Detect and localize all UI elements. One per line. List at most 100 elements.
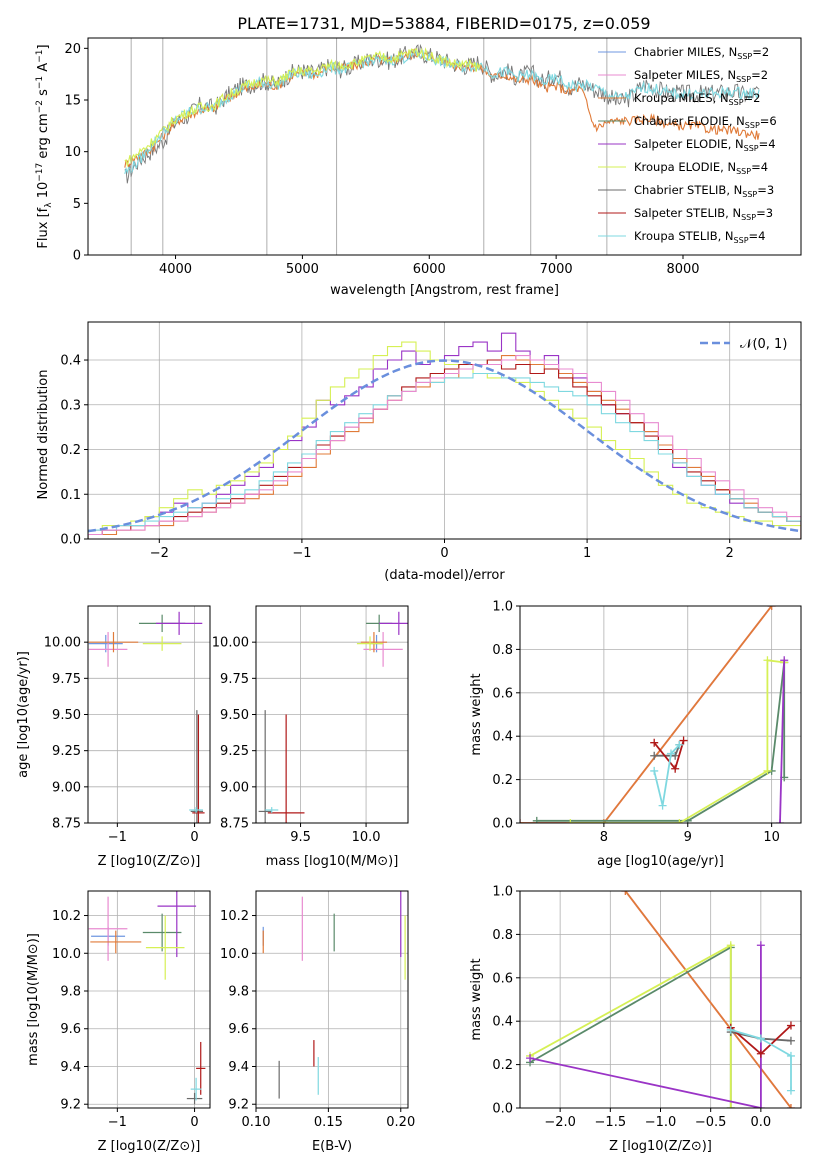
y-tick-label: 9.2 <box>60 1098 81 1113</box>
figure-title: PLATE=1731, MJD=53884, FIBERID=0175, z=0… <box>237 14 650 33</box>
legend-entry-text: Chabrier STELIB, N <box>634 183 742 197</box>
legend-entry: Chabrier MILES, NSSP=2 <box>634 45 769 61</box>
y-tick-label: 10.2 <box>52 909 81 924</box>
legend-entry-suffix: =3 <box>756 206 773 220</box>
y-tick-label: 0.6 <box>492 971 513 986</box>
legend-entry-sub: SSP <box>744 144 759 153</box>
weight-marker-chabrier-stelib <box>650 751 659 760</box>
y-axis-label: mass weight <box>469 673 484 755</box>
x-tick-label: 6000 <box>413 262 446 277</box>
x-tick-label: −1 <box>108 830 127 845</box>
legend-entry-suffix: =2 <box>752 45 769 59</box>
weight-marker-salpeter-elodie <box>776 819 785 823</box>
y-axis-label: Flux [fλ 10−17 erg cm−2 s−1 A−1] <box>35 44 54 248</box>
x-tick-label: −2.0 <box>544 1115 576 1130</box>
x-tick-label: −2 <box>150 546 169 561</box>
legend-entry-sub: SSP <box>736 167 751 176</box>
weight-marker-salpeter-elodie <box>526 1054 535 1063</box>
x-tick-label: 10 <box>763 830 780 845</box>
legend-entry: 𝒩(0, 1) <box>740 337 787 352</box>
weight-marker-salpeter-stelib <box>756 1049 765 1058</box>
y-tick-label: 0.0 <box>492 817 513 832</box>
y-tick-label: 8.75 <box>220 817 249 832</box>
y-axis-label: mass weight <box>469 958 484 1040</box>
legend-entry-sub: SSP <box>734 236 749 245</box>
axes-frame <box>255 605 409 824</box>
axes-frame <box>87 37 802 256</box>
x-tick-label: 0.15 <box>314 1115 343 1130</box>
y-tick-label: 0.2 <box>492 1058 513 1073</box>
age-vs-mass-panel: 9.5 10.0 8.75 9.00 9.25 9.50 9.75 10.00 mass [lo… <box>212 605 409 869</box>
legend-entry: Kroupa MILES, NSSP=2 <box>634 91 760 107</box>
weight-marker-salpeter-stelib <box>786 1021 795 1030</box>
x-axis-label: mass [log10(M/M⊙)] <box>266 854 399 869</box>
weight-marker-kroupa-stelib <box>786 1051 795 1060</box>
y-tick-label: 9.8 <box>60 985 81 1000</box>
legend-entry: Salpeter MILES, NSSP=2 <box>634 68 768 84</box>
y-tick-label: 10.00 <box>44 636 81 651</box>
plot-area <box>88 332 801 539</box>
weight-marker-kroupa-stelib <box>675 740 684 749</box>
y-axis-label: mass [log10(M/M⊙)] <box>26 933 41 1066</box>
y-axis-label-part: s <box>36 89 51 100</box>
x-tick-label: −1 <box>292 546 311 561</box>
weight-marker-kroupa-stelib <box>650 766 659 775</box>
y-tick-label: 10.0 <box>220 947 249 962</box>
y-tick-label: 0.4 <box>492 1015 513 1030</box>
x-tick-label: 9.5 <box>290 830 311 845</box>
legend-entry: Chabrier STELIB, NSSP=3 <box>634 183 774 199</box>
age-vs-metallicity-panel: −1 0 8.75 9.00 9.25 9.50 9.75 10.00 Z [log10(Z/Z… <box>16 605 211 869</box>
x-tick-label: −1 <box>108 1115 127 1130</box>
plot-area <box>124 38 760 255</box>
weight-marker-kroupa-miles <box>767 606 776 610</box>
weight-marker-kroupa-miles <box>621 891 630 895</box>
mass-vs-ebv-panel: 0.10 0.15 0.20 9.2 9.4 9.6 9.8 10.0 10.2 E(B-V) <box>220 890 415 1154</box>
y-tick-label: 0.1 <box>60 488 81 503</box>
weight-marker-salpeter-elodie <box>756 941 765 950</box>
x-axis-label: (data-model)/error <box>384 568 505 583</box>
plot-area <box>88 891 206 1105</box>
plot-area <box>88 611 205 823</box>
x-tick-label: 4000 <box>159 262 192 277</box>
y-tick-label: 0.8 <box>492 928 513 943</box>
weight-line-kroupa-stelib <box>653 744 681 806</box>
y-tick-label: 10 <box>64 145 81 160</box>
y-axis-label-part: −2 <box>35 100 45 113</box>
x-tick-label: −0.5 <box>695 1115 727 1130</box>
weight-line-salpeter-elodie <box>779 660 786 823</box>
legend-entry-text: Kroupa ELODIE, N <box>634 160 736 174</box>
x-tick-label: 0 <box>190 1115 198 1130</box>
weight-marker-chabrier-stelib <box>671 751 680 760</box>
x-tick-label: 8 <box>600 830 608 845</box>
weight-marker-kroupa-stelib <box>726 1025 735 1034</box>
y-axis-label: Normed distribution <box>36 370 51 500</box>
x-tick-label: −1.5 <box>595 1115 627 1130</box>
y-axis-label-part: ] <box>36 44 51 49</box>
y-tick-label: 9.4 <box>228 1060 249 1075</box>
legend-entry-suffix: =2 <box>751 68 768 82</box>
legend-entry-text: Salpeter MILES, N <box>634 68 736 82</box>
x-tick-label: 0.10 <box>242 1115 271 1130</box>
y-tick-label: 5 <box>73 197 81 212</box>
weight-marker-kroupa-stelib <box>658 801 667 810</box>
y-tick-label: 10.00 <box>212 636 249 651</box>
x-tick-label: 2 <box>726 546 734 561</box>
legend-entry-suffix: =4 <box>759 137 776 151</box>
plot-area <box>258 611 408 823</box>
y-axis-label-part: −1 <box>35 50 45 63</box>
x-axis-label: Z [log10(Z/Z⊙)] <box>98 854 201 869</box>
y-tick-label: 9.4 <box>60 1060 81 1075</box>
weight-marker-kroupa-stelib <box>666 749 675 758</box>
y-axis-label-part: erg cm <box>36 113 51 162</box>
legend-entry-text: Kroupa MILES, N <box>634 91 729 105</box>
legend-entry: Salpeter STELIB, NSSP=3 <box>634 206 773 222</box>
weight-line-kroupa-miles <box>520 606 773 823</box>
weight-line-kroupa-elodie <box>570 659 785 823</box>
y-tick-label: 9.25 <box>52 744 81 759</box>
weight-marker-salpeter-elodie <box>780 656 789 665</box>
weight-marker-kroupa-elodie <box>763 766 772 775</box>
weight-marker-chabrier-stelib <box>786 1036 795 1045</box>
legend-entry: Kroupa STELIB, NSSP=4 <box>634 229 765 245</box>
weight-marker-kroupa-elodie <box>726 1104 735 1108</box>
weight-marker-salpeter-stelib <box>650 738 659 747</box>
